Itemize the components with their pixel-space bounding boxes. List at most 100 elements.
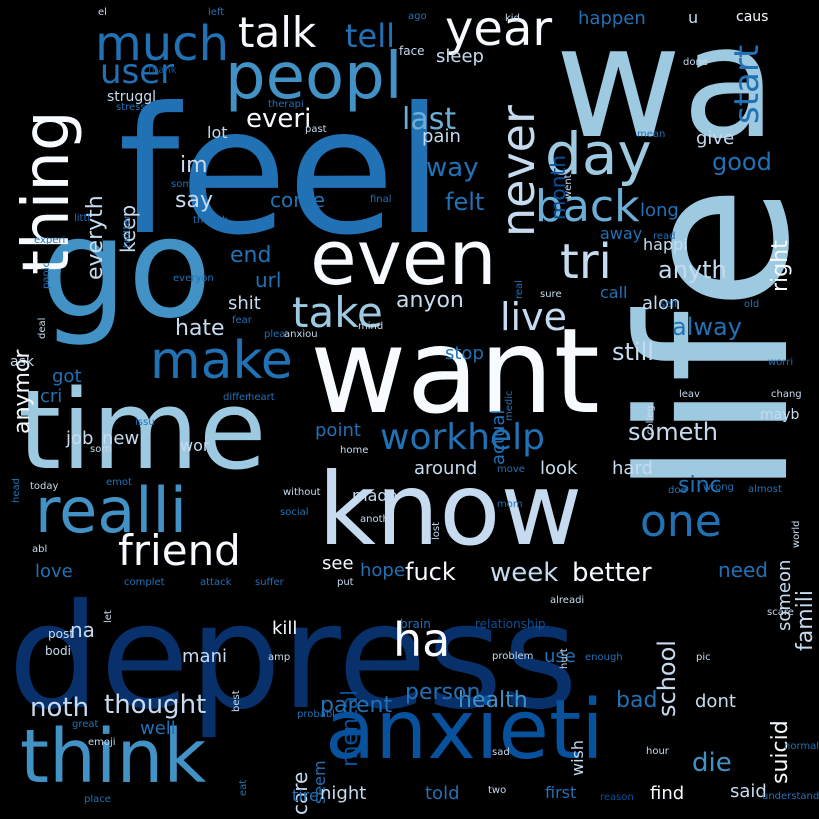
word-still: still bbox=[612, 338, 654, 366]
word-anoth: anoth bbox=[360, 514, 389, 525]
word-happi: happi bbox=[643, 235, 688, 254]
word-anyth: anyth bbox=[658, 256, 727, 284]
word-alon: alon bbox=[642, 293, 681, 314]
word-realli: realli bbox=[35, 474, 187, 547]
word-mayb: mayb bbox=[760, 407, 800, 423]
word-give: give bbox=[696, 128, 735, 149]
word-problem: problem bbox=[492, 651, 534, 662]
word-place: place bbox=[84, 794, 111, 805]
word-long: long bbox=[640, 200, 679, 221]
word-new: new bbox=[102, 428, 140, 449]
word-reason: reason bbox=[600, 792, 634, 803]
word-though: though bbox=[193, 215, 229, 226]
word-ha: ha bbox=[393, 613, 451, 667]
word-read: read bbox=[653, 231, 676, 242]
word-anyon: anyon bbox=[396, 288, 464, 313]
word-say: say bbox=[175, 188, 213, 213]
word-famili: famili bbox=[793, 590, 818, 651]
word-suicid: suicid bbox=[768, 720, 793, 784]
word-call: call bbox=[600, 283, 628, 302]
word-kid: kid bbox=[505, 13, 520, 24]
word-brain: brain bbox=[400, 617, 431, 631]
word-thing: thing bbox=[10, 110, 84, 275]
word-hour: hour bbox=[646, 746, 669, 757]
word-self: self bbox=[660, 299, 678, 310]
word-sad: sad bbox=[492, 747, 510, 758]
word-u: u bbox=[688, 8, 699, 27]
word-doe: doe bbox=[668, 485, 687, 496]
word-sinc: sinc bbox=[678, 473, 722, 498]
word-tell: tell bbox=[345, 17, 396, 55]
word-attack: attack bbox=[200, 577, 232, 588]
word-want: want bbox=[310, 302, 600, 440]
word-first: first bbox=[545, 783, 577, 802]
word-day: day bbox=[545, 120, 652, 188]
word-use: use bbox=[544, 646, 576, 667]
word-alway: alway bbox=[672, 313, 742, 341]
word-left: left bbox=[208, 7, 225, 18]
word-happen: happen bbox=[578, 8, 646, 29]
word-time: time bbox=[18, 366, 267, 494]
word-sorri: sorri bbox=[90, 444, 113, 455]
word-face: face bbox=[399, 44, 425, 58]
word-wor: wor bbox=[180, 436, 210, 455]
word-wrong: wrong bbox=[703, 482, 734, 493]
word-normal: normal bbox=[784, 741, 819, 752]
word-let: let bbox=[103, 610, 114, 623]
word-hurt: hurt bbox=[559, 648, 570, 669]
word-lost: lost bbox=[431, 521, 442, 540]
word-fuck: fuck bbox=[405, 558, 456, 586]
word-tri: tri bbox=[560, 234, 612, 290]
word-el: el bbox=[98, 7, 107, 18]
word-chang: chang bbox=[771, 389, 802, 400]
word-year: year bbox=[445, 1, 553, 57]
word-url: url bbox=[255, 268, 282, 292]
word-move: move bbox=[497, 464, 525, 475]
word-caus: caus bbox=[736, 9, 769, 25]
word-eat: eat bbox=[238, 779, 249, 796]
word-worri: worri bbox=[768, 357, 794, 368]
word-start: start bbox=[727, 44, 767, 124]
word-social: social bbox=[280, 507, 309, 518]
word-better: better bbox=[572, 558, 652, 588]
word-said: said bbox=[730, 781, 767, 802]
word-sleep: sleep bbox=[436, 46, 484, 67]
word-around: around bbox=[414, 458, 478, 479]
word-job: job bbox=[66, 428, 94, 449]
word-pic: pic bbox=[696, 652, 711, 663]
word-end: end bbox=[230, 243, 272, 268]
word-look: look bbox=[540, 458, 578, 479]
word-leav: leav bbox=[679, 389, 700, 400]
word-littl: littl bbox=[74, 213, 91, 224]
word-school: school bbox=[653, 640, 681, 717]
word-made: made bbox=[352, 486, 398, 505]
word-anxieti: anxieti bbox=[325, 683, 604, 778]
word-head: head bbox=[11, 478, 22, 503]
word-understand: understand bbox=[762, 791, 819, 802]
word-well: well bbox=[140, 718, 176, 739]
word-hate: hate bbox=[175, 316, 225, 341]
word-alreadi: alreadi bbox=[550, 595, 585, 606]
word-need: need bbox=[718, 558, 768, 582]
word-dont: dont bbox=[695, 691, 736, 712]
word-one: one bbox=[640, 496, 722, 547]
word-make: make bbox=[150, 331, 293, 391]
word-bad: bad bbox=[616, 688, 658, 713]
word-thank: thank bbox=[148, 65, 177, 76]
word-even: even bbox=[310, 213, 497, 302]
word-everyth: everyth bbox=[83, 195, 108, 280]
word-complet: complet bbox=[124, 577, 165, 588]
word-issu: issu bbox=[135, 417, 155, 428]
word-anxiou: anxiou bbox=[284, 329, 318, 340]
word-much: much bbox=[95, 16, 229, 72]
word-plea: plea bbox=[264, 329, 286, 340]
word-peopl: peopl bbox=[225, 40, 403, 114]
word-hard: hard bbox=[612, 458, 653, 479]
word-done: done bbox=[683, 57, 708, 68]
word-scare: scare bbox=[767, 607, 794, 618]
word-stress: stress bbox=[116, 102, 146, 113]
word-colleg: colleg bbox=[645, 405, 656, 435]
word-probabl: probabl bbox=[297, 709, 335, 720]
word-point: point bbox=[315, 420, 361, 441]
word-health: health bbox=[458, 688, 528, 713]
